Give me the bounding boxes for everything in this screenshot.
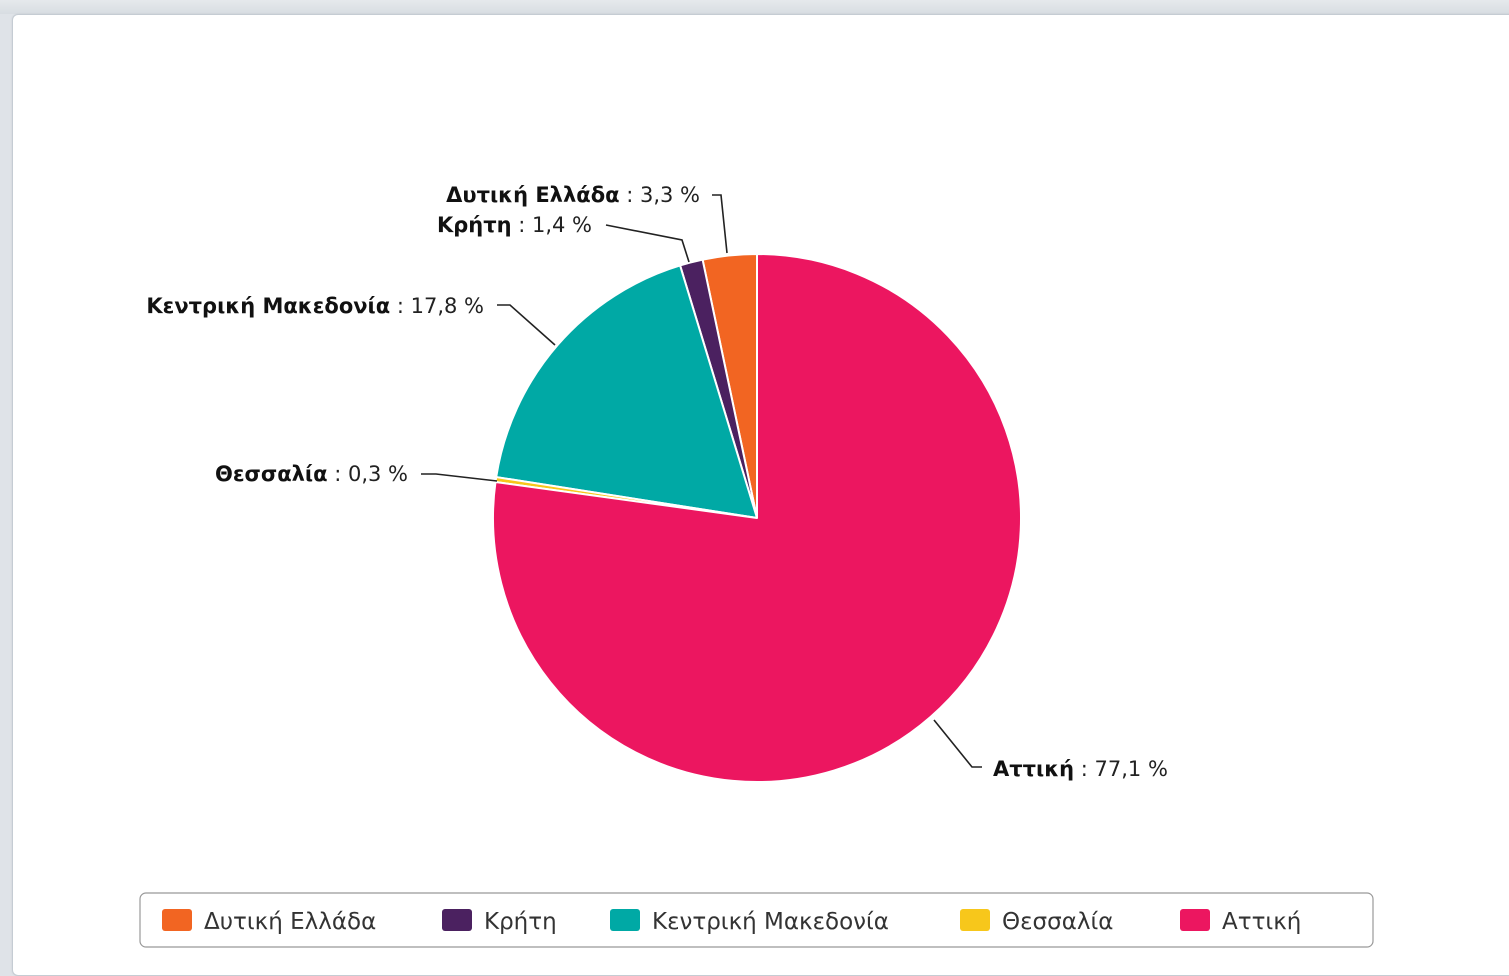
window-top-strip <box>0 0 1509 14</box>
data-label-name: Κεντρική Μακεδονία <box>146 294 390 318</box>
connector-5 <box>933 719 982 768</box>
legend-swatch <box>610 909 640 931</box>
legend-label: Κεντρική Μακεδονία <box>652 909 889 935</box>
legend-swatch <box>1180 909 1210 931</box>
legend-item-2[interactable]: Κρήτη <box>442 909 557 935</box>
legend-item-5[interactable]: Αττική <box>1180 909 1301 935</box>
data-label-name: Αττική <box>993 757 1074 781</box>
legend: Δυτική Ελλάδα Κρήτη Κεντρική Μακεδονία Θεσσ… <box>139 892 1374 948</box>
data-label-value: : 17,8 % <box>390 294 484 318</box>
data-label-name: Κρήτη <box>437 213 512 237</box>
legend-label: Θεσσαλία <box>1002 909 1113 935</box>
connector-2 <box>605 224 690 263</box>
pie-chart: Δυτική Ελλάδα : 3,3 % Κρήτη : 1,4 % Κεντρι… <box>139 183 1374 948</box>
legend-box <box>139 892 1374 948</box>
data-label-3: Κεντρική Μακεδονία : 17,8 % <box>146 294 484 318</box>
connector-1 <box>712 194 728 254</box>
data-label-name: Δυτική Ελλάδα <box>446 183 619 207</box>
data-label-1: Δυτική Ελλάδα : 3,3 % <box>446 183 700 207</box>
legend-item-4[interactable]: Θεσσαλία <box>960 909 1113 935</box>
legend-label: Κρήτη <box>484 909 557 935</box>
legend-item-1[interactable]: Δυτική Ελλάδα <box>162 909 376 935</box>
data-label-value: : 3,3 % <box>620 183 700 207</box>
data-label-name: Θεσσαλία <box>215 462 328 486</box>
legend-swatch <box>442 909 472 931</box>
data-label-5: Αττική : 77,1 % <box>993 757 1168 781</box>
legend-swatch <box>162 909 192 931</box>
legend-label: Αττική <box>1222 909 1301 935</box>
data-label-4: Θεσσαλία : 0,3 % <box>215 462 408 486</box>
data-label-value: : 77,1 % <box>1074 757 1168 781</box>
connector-3 <box>497 304 556 346</box>
pie-slices <box>492 253 1022 783</box>
connector-4 <box>421 473 498 482</box>
legend-item-3[interactable]: Κεντρική Μακεδονία <box>610 909 889 935</box>
slice-3[interactable] <box>495 264 758 519</box>
data-label-value: : 1,4 % <box>512 213 592 237</box>
legend-swatch <box>960 909 990 931</box>
slice-5[interactable] <box>492 253 1022 783</box>
data-label-2: Κρήτη : 1,4 % <box>437 213 592 237</box>
legend-label: Δυτική Ελλάδα <box>204 909 376 935</box>
pie-labels: Δυτική Ελλάδα : 3,3 % Κρήτη : 1,4 % Κεντρι… <box>146 183 1168 781</box>
data-label-value: : 0,3 % <box>328 462 408 486</box>
